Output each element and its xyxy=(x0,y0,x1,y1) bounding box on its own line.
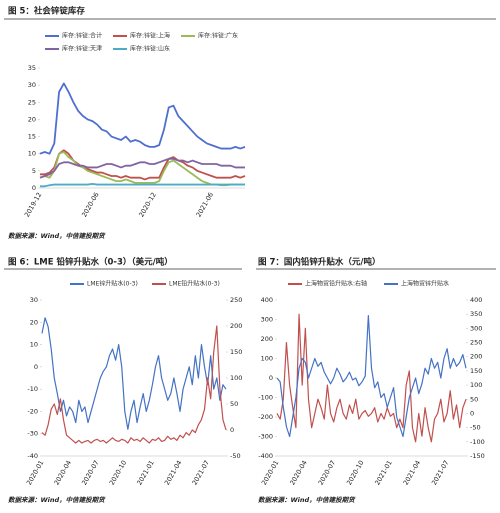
series-line xyxy=(276,315,467,438)
y-tick-label: -20 xyxy=(27,407,38,415)
x-tick-label: 2020-07 xyxy=(80,459,101,487)
legend-label: 库存:锌锭:合计 xyxy=(62,32,102,40)
y2-tick-label: 400 xyxy=(470,296,482,304)
x-tick-label: 2021-04 xyxy=(163,459,184,487)
x-tick-label: 2021-06 xyxy=(195,191,216,219)
source-note: 数据来源：Wind，中信建投期货 xyxy=(8,232,106,240)
y2-tick-label: 50 xyxy=(470,395,478,403)
series-line xyxy=(40,182,245,188)
x-tick-label: 2020-04 xyxy=(288,459,309,487)
y-tick-label: 100 xyxy=(261,355,273,363)
series-line xyxy=(39,82,246,155)
y2-tick-label: 200 xyxy=(230,322,242,330)
y-tick-label: 10 xyxy=(28,150,36,158)
source-note: 数据来源：Wind，中信建投期货 xyxy=(258,496,356,504)
y2-tick-label: 250 xyxy=(470,339,482,347)
y-tick-label: -200 xyxy=(258,413,273,421)
x-tick-label: 2021-07 xyxy=(191,459,212,487)
figure-title: 图 7：国内铅锌升贴水（元/吨） xyxy=(258,257,380,268)
y-tick-label: 5 xyxy=(32,167,36,175)
y2-tick-label: 350 xyxy=(470,310,482,318)
y-tick-label: 20 xyxy=(30,318,38,326)
x-tick-label: 2020-01 xyxy=(25,459,46,487)
series-line xyxy=(276,313,467,443)
x-tick-label: 2021-01 xyxy=(135,459,156,487)
y-tick-label: 30 xyxy=(30,296,38,304)
y-tick-label: -40 xyxy=(27,452,38,460)
x-tick-label: 2019-12 xyxy=(23,191,44,219)
y-tick-label: 400 xyxy=(261,296,273,304)
x-tick-label: 2020-07 xyxy=(317,459,338,487)
figure-title: 图 5：社会锌锭库存 xyxy=(8,6,85,17)
y2-tick-label: 100 xyxy=(230,374,242,382)
y-tick-label: -400 xyxy=(258,452,273,460)
x-tick-label: 2020-06 xyxy=(80,191,101,219)
x-tick-label: 2020-12 xyxy=(137,191,158,219)
figure-title: 图 6：LME 铅锌升贴水（0-3）（美元/吨） xyxy=(8,257,173,268)
y2-tick-label: 150 xyxy=(470,367,482,375)
series-line xyxy=(41,317,227,430)
legend-label: LME锌升贴水(0-3) xyxy=(87,280,138,288)
x-tick-label: 2020-01 xyxy=(260,459,281,487)
y-tick-label: 300 xyxy=(261,316,273,324)
y2-tick-label: 0 xyxy=(470,409,474,417)
y-tick-label: 0 xyxy=(269,374,273,382)
legend-label: 库存:锌锭:上海 xyxy=(130,32,170,40)
y-tick-label: -30 xyxy=(27,430,38,438)
y-tick-label: -300 xyxy=(258,433,273,441)
x-tick-label: 2021-01 xyxy=(373,459,394,487)
y-tick-label: 35 xyxy=(28,64,36,72)
legend-label: LME铅升贴水(0-3) xyxy=(169,280,220,288)
y2-tick-label: 300 xyxy=(470,324,482,332)
y-tick-label: 25 xyxy=(28,98,36,106)
x-tick-label: 2021-07 xyxy=(430,459,451,487)
x-tick-label: 2020-04 xyxy=(53,459,74,487)
series-line xyxy=(41,325,227,444)
y2-tick-label: 250 xyxy=(230,296,242,304)
x-tick-label: 2021-04 xyxy=(402,459,423,487)
legend-label: 库存:锌锭:广东 xyxy=(198,32,238,40)
y-tick-label: 0 xyxy=(32,184,36,192)
y2-tick-label: -50 xyxy=(470,424,481,432)
y2-tick-label: -50 xyxy=(230,452,241,460)
x-tick-label: 2020-10 xyxy=(345,459,366,487)
y-tick-label: -100 xyxy=(258,394,273,402)
y2-tick-label: 100 xyxy=(470,381,482,389)
legend-label: 上海物贸铅升贴水:右轴 xyxy=(305,280,367,288)
y-tick-label: 10 xyxy=(30,341,38,349)
source-note: 数据来源：Wind，中信建投期货 xyxy=(8,496,106,504)
y-tick-label: 30 xyxy=(28,81,36,89)
y2-tick-label: -150 xyxy=(470,452,485,460)
y-tick-label: -10 xyxy=(27,385,38,393)
y-tick-label: 20 xyxy=(28,115,36,123)
y2-tick-label: 0 xyxy=(230,426,234,434)
y2-tick-label: -100 xyxy=(470,438,485,446)
y-tick-label: 200 xyxy=(261,335,273,343)
y-tick-label: 0 xyxy=(34,363,38,371)
y2-tick-label: 150 xyxy=(230,348,242,356)
legend-label: 上海物贸锌升贴水 xyxy=(401,280,449,288)
legend-label: 库存:锌锭:天津 xyxy=(62,45,102,53)
y2-tick-label: 200 xyxy=(470,353,482,361)
x-tick-label: 2020-10 xyxy=(108,459,129,487)
y2-tick-label: 50 xyxy=(230,400,238,408)
series-line xyxy=(39,157,245,179)
y-tick-label: 15 xyxy=(28,133,36,141)
legend-label: 库存:锌锭:山东 xyxy=(130,45,170,53)
